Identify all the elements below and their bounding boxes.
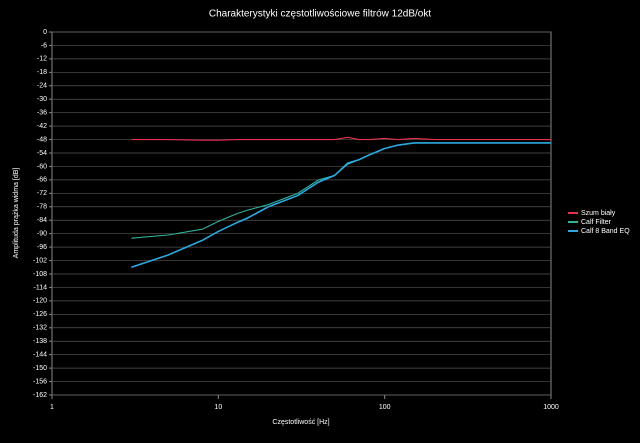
x-tick-label: 1 <box>50 404 54 411</box>
y-tick-label: -156 <box>33 378 47 385</box>
y-tick-label: -24 <box>37 83 47 90</box>
y-tick-label: -54 <box>37 150 47 157</box>
plot-area <box>51 31 552 396</box>
y-tick-label: -30 <box>37 96 47 103</box>
y-tick-label: 0 <box>43 29 47 36</box>
series-line <box>131 136 551 141</box>
y-tick-label: -114 <box>34 284 48 291</box>
y-tick-label: -78 <box>37 204 47 211</box>
y-tick-label: -120 <box>33 298 47 305</box>
legend-label: Szum biały <box>581 210 616 217</box>
legend-label: Calf 8 Band EQ <box>581 228 630 235</box>
y-tick-label: -162 <box>33 392 47 399</box>
y-tick-label: -90 <box>37 231 47 238</box>
y-tick-label: -72 <box>37 190 47 197</box>
y-tick-label: -6 <box>41 42 47 49</box>
chart-title: Charakterystyki częstotliwościowe filtró… <box>209 9 432 20</box>
y-tick-label: -126 <box>33 311 47 318</box>
legend-label: Calf Filter <box>581 219 612 226</box>
y-tick-label: -102 <box>33 257 47 264</box>
y-tick-label: -150 <box>33 365 47 372</box>
y-tick-label: -18 <box>37 69 47 76</box>
x-tick-label: 10 <box>214 404 222 411</box>
y-tick-label: -144 <box>33 352 47 359</box>
y-tick-label: -96 <box>37 244 47 251</box>
y-tick-label: -60 <box>37 163 47 170</box>
y-axis-label: Amplituda prążka widma [dB] <box>13 168 20 259</box>
y-tick-label: -108 <box>33 271 47 278</box>
y-tick-label: -12 <box>37 56 47 63</box>
y-tick-label: -132 <box>33 325 47 332</box>
x-axis-label: Częstotliwość [Hz] <box>272 419 329 426</box>
y-tick-label: -42 <box>37 123 47 130</box>
y-tick-label: -48 <box>37 136 47 143</box>
y-tick-label: -84 <box>37 217 47 224</box>
y-tick-label: -36 <box>37 110 47 117</box>
x-tick-label: 1000 <box>543 404 559 411</box>
series-line <box>131 142 551 269</box>
x-tick-label: 100 <box>379 404 391 411</box>
y-tick-label: -138 <box>33 338 47 345</box>
y-tick-label: -66 <box>37 177 47 184</box>
